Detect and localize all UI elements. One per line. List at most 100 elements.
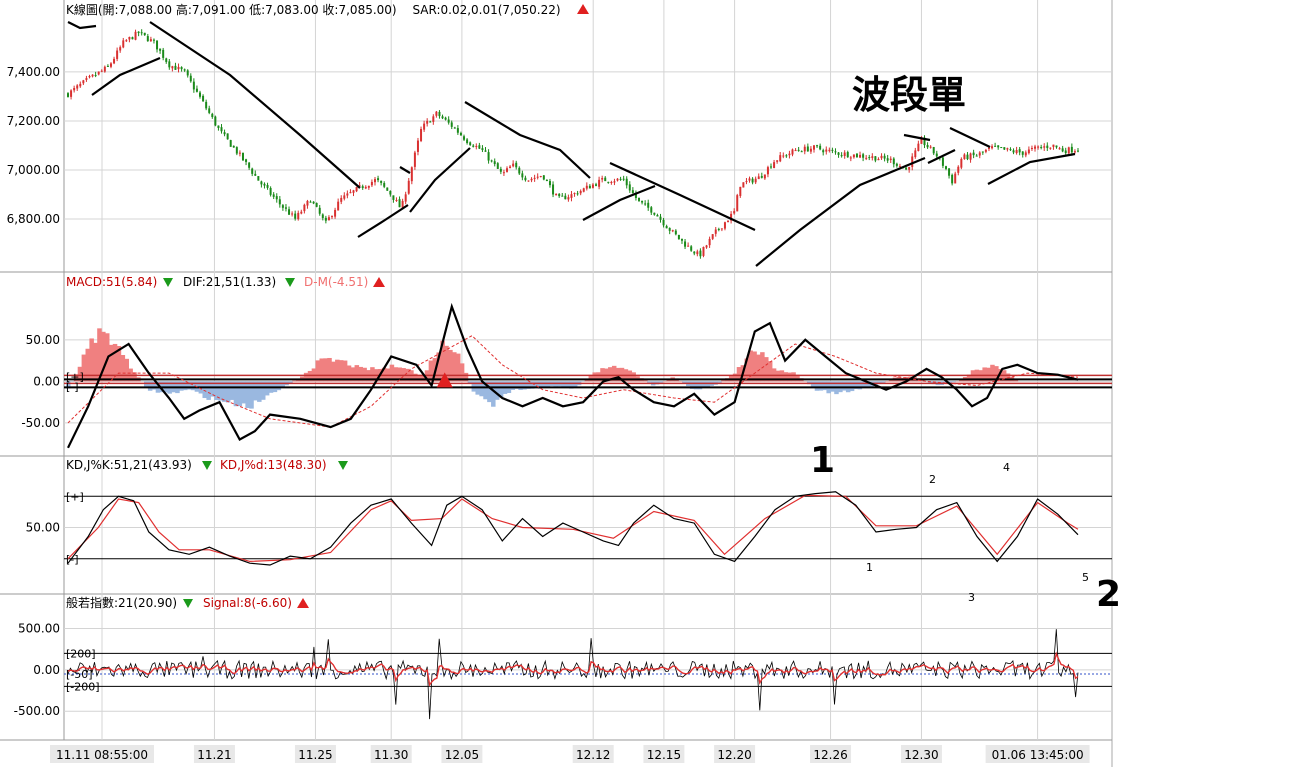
macd-histogram-bar xyxy=(545,381,551,388)
candle-body xyxy=(281,205,284,208)
candle-body xyxy=(951,174,954,184)
candle-body xyxy=(791,149,794,155)
candle-body xyxy=(229,140,232,147)
macd-series: [+][-] xyxy=(64,302,1112,449)
candle-body xyxy=(920,137,923,144)
macd-histogram-bar xyxy=(631,372,636,382)
candle-body xyxy=(278,199,281,205)
macd-histogram-bar xyxy=(596,372,601,382)
candle-body xyxy=(539,176,542,178)
candle-body xyxy=(315,203,318,207)
candle-body xyxy=(757,176,760,180)
candle-body xyxy=(963,154,966,160)
candle-body xyxy=(552,184,555,195)
macd-label: MACD:51(5.84) xyxy=(66,275,157,289)
candle-body xyxy=(855,153,858,158)
candle-body xyxy=(1021,151,1024,155)
candle-body xyxy=(991,146,994,149)
candle-body xyxy=(828,149,831,151)
macd-histogram-bar xyxy=(116,345,122,382)
macd-histogram-bar xyxy=(611,365,617,382)
macd-histogram-bar xyxy=(693,381,699,390)
candle-body xyxy=(1064,150,1067,154)
candle-body xyxy=(456,128,459,133)
macd-histogram-bar xyxy=(335,359,340,382)
macd-signal-line xyxy=(67,335,1079,428)
candle-body xyxy=(165,58,168,62)
candle-body xyxy=(634,193,637,198)
candle-body xyxy=(189,75,192,82)
up-triangle-icon xyxy=(436,372,453,388)
candle-body xyxy=(1006,148,1009,150)
candle-body xyxy=(361,186,364,189)
candle-body xyxy=(874,156,877,161)
candle-body xyxy=(929,146,932,148)
candle-body xyxy=(291,213,294,215)
macd-histogram-bar xyxy=(494,381,500,400)
candle-body xyxy=(714,229,717,234)
candle-body xyxy=(852,154,855,158)
candle-body xyxy=(343,195,346,199)
candle-body xyxy=(733,211,736,214)
candle-body xyxy=(241,152,244,161)
candle-body xyxy=(269,188,272,195)
macd-histogram-bar xyxy=(124,358,129,382)
candle-body xyxy=(327,217,330,221)
candle-body xyxy=(79,83,82,87)
candle-body xyxy=(466,139,469,144)
candle-body xyxy=(625,178,628,186)
macd-histogram-bar xyxy=(225,381,231,403)
macd-histogram-bar xyxy=(77,366,83,382)
macd-histogram-bar xyxy=(182,381,188,391)
macd-histogram-bar xyxy=(760,352,765,382)
candle-body xyxy=(502,172,505,174)
candle-body xyxy=(186,70,189,76)
candle-body xyxy=(705,245,708,248)
candle-body xyxy=(177,66,180,70)
y-tick-label: 0.00 xyxy=(33,374,60,388)
macd-histogram-bar xyxy=(229,381,235,400)
candle-body xyxy=(199,92,202,97)
wave-line xyxy=(903,133,931,142)
candle-body xyxy=(935,153,938,157)
wave-line xyxy=(149,21,361,189)
candle-body xyxy=(484,150,487,152)
candle-body xyxy=(245,159,248,162)
candle-body xyxy=(859,154,862,158)
candle-body xyxy=(159,48,162,51)
macd-histogram-bar xyxy=(264,381,270,396)
candle-body xyxy=(846,152,849,158)
candle-body xyxy=(364,186,367,189)
candle-body xyxy=(641,200,644,203)
candle-body xyxy=(137,31,140,34)
macd-histogram-bar xyxy=(822,381,828,391)
candle-body xyxy=(1034,146,1037,149)
macd-histogram-bar xyxy=(89,338,94,382)
kline-title: K線圖(開:7,088.00 高:7,091.00 低:7,083.00 收:7… xyxy=(66,2,397,17)
y-tick-label: 500.00 xyxy=(18,622,60,636)
macd-histogram-bar xyxy=(561,381,566,388)
x-tick-box xyxy=(370,745,412,763)
macd-histogram-bar xyxy=(303,372,309,382)
candle-body xyxy=(288,209,291,215)
panel-frames xyxy=(0,0,1113,767)
macd-histogram-bar xyxy=(455,353,461,382)
candle-body xyxy=(493,161,496,165)
macd-histogram-bar xyxy=(732,373,738,382)
x-tick-label: 11.30 xyxy=(374,748,408,762)
candle-body xyxy=(1037,146,1040,148)
down-triangle-icon xyxy=(202,461,212,470)
candle-body xyxy=(432,116,435,122)
candle-body xyxy=(146,36,149,42)
candle-body xyxy=(294,213,297,219)
candle-body xyxy=(613,181,616,183)
wave-line xyxy=(67,21,97,30)
down-triangle-icon xyxy=(338,461,348,470)
candle-body xyxy=(567,197,570,200)
macd-histogram-bar xyxy=(756,354,761,382)
candle-body xyxy=(349,192,352,194)
macd-histogram-bar xyxy=(888,379,894,382)
macd-histogram-bar xyxy=(842,381,847,391)
macd-histogram-bar xyxy=(588,374,594,382)
candle-body xyxy=(610,182,613,184)
